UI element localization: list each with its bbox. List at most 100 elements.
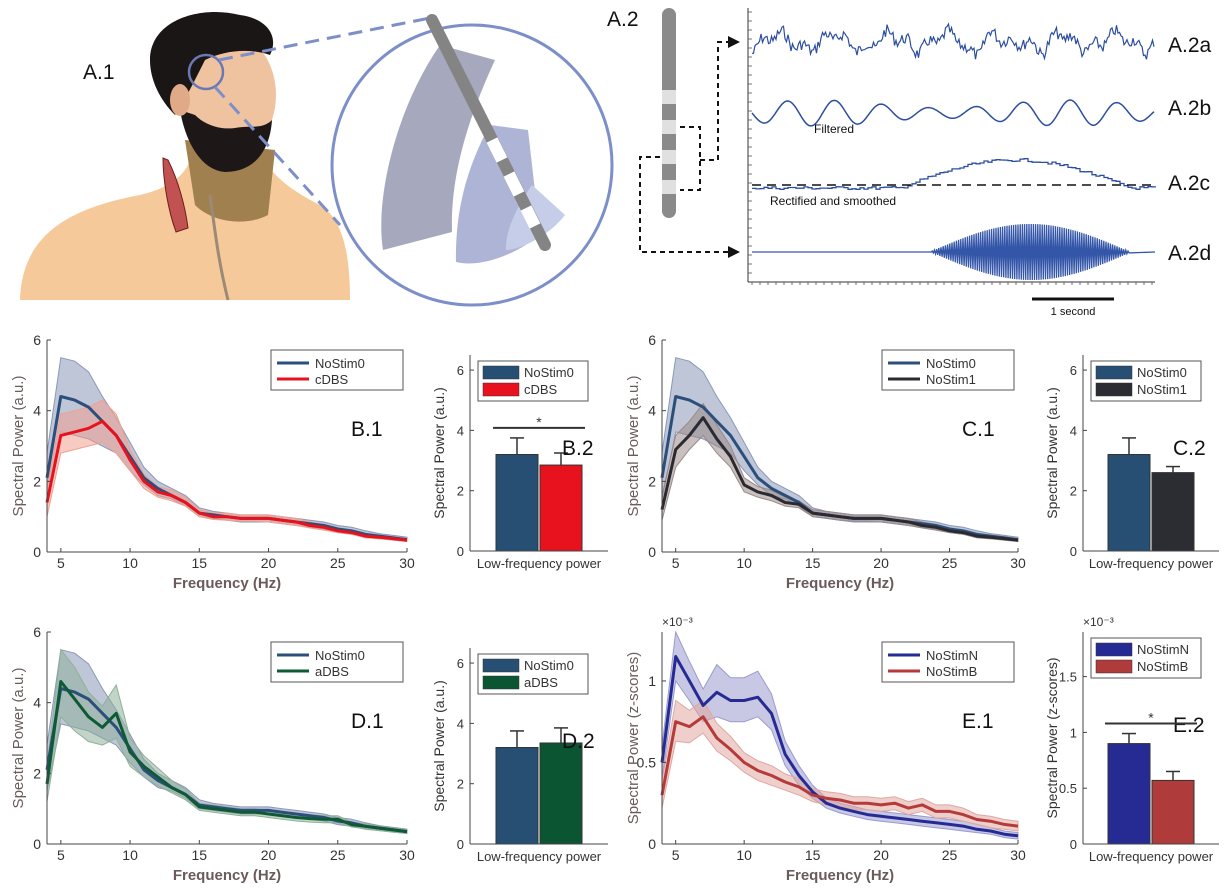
legend-box (270, 641, 404, 683)
x-tick-label: 10 (122, 847, 138, 863)
chart-b2-bars: 0 2 4 6 Low-frequency power Spectral Power (a… (431, 355, 608, 571)
beard-illustration (180, 110, 272, 172)
stim-arrowhead (728, 246, 740, 258)
illustration-a2: A.2 A.2a A.2b A.2c A.2d Filtered Rectifi… (607, 8, 1212, 318)
legend-label: cDBS (315, 372, 349, 387)
significance-marker: * (536, 414, 542, 430)
y-tick-label: 2 (648, 473, 656, 489)
implant-site-marker (187, 53, 225, 91)
chart-d1-spectrum: 5 10 15 20 25 30 0 2 4 6 Frequency (Hz) Spectral Po… (10, 624, 415, 884)
bar-nostim1 (1151, 472, 1195, 552)
confidence-band-adbs (46, 648, 408, 834)
legend-label: NoStim0 (926, 356, 976, 371)
chart-c2-bars: 0 2 4 6 Low-frequency power Spectral Power (a… (1044, 355, 1219, 571)
x-tick-label: 15 (805, 847, 821, 863)
x-axis-label: Low-frequency power (477, 556, 602, 571)
x-tick-label: 5 (57, 555, 65, 571)
x-tick-label: 15 (192, 847, 208, 863)
legend-label: aDBS (315, 664, 349, 679)
confidence-band-cdbs (46, 399, 408, 542)
legend-swatch (1095, 365, 1133, 380)
y-tick-label: 4 (648, 403, 656, 419)
panel-label: E.2 (1173, 714, 1205, 737)
zoom-line-upper (218, 16, 431, 62)
y-tick-label: 6 (457, 363, 464, 378)
trace-stimulation (752, 223, 1156, 281)
y-tick-label: 0 (33, 836, 41, 852)
chart-b1-spectrum: 5 10 15 20 25 30 0 2 4 6 Frequency (Hz) Spectral Po… (10, 332, 415, 592)
legend-label: NoStimN (1137, 642, 1189, 657)
panel-label: C.1 (962, 418, 995, 441)
trace-rectified (752, 158, 1156, 191)
x-axis-label: Frequency (Hz) (173, 867, 281, 884)
legend-label: NoStim0 (524, 658, 574, 673)
x-tick-label: 30 (1010, 847, 1026, 863)
recording-arrowhead (728, 36, 740, 48)
bar-cdbs (539, 464, 583, 552)
torso-illustration (20, 160, 350, 300)
y-tick-label: 1 (1070, 725, 1077, 740)
y-tick-label: 4 (33, 695, 41, 711)
stim-bracket (639, 156, 730, 253)
y-tick-label: 0 (33, 544, 41, 560)
panel-label-a2: A.2 (607, 8, 639, 31)
panel-label: B.1 (351, 418, 383, 441)
implant-cable (208, 194, 230, 301)
lead-body (662, 8, 676, 218)
scale-bar-label: 1 second (1051, 306, 1096, 318)
legend-box (881, 349, 1015, 391)
x-axis-label: Low-frequency power (1089, 556, 1214, 571)
y-axis-label: Spectral Power (a.u.) (625, 376, 642, 517)
trace-label-a2d: A.2d (1168, 242, 1211, 265)
y-axis-label: Spectral Power (a.u.) (10, 376, 27, 517)
ear-illustration (170, 84, 190, 116)
trace-raw (751, 22, 1155, 61)
legend-label: NoStim0 (315, 648, 365, 663)
chart-c1-spectrum: 5 10 15 20 25 30 0 2 4 6 Frequency (Hz) Spectral Po… (625, 332, 1026, 592)
y-axis-label: Spectral Power (z-scores) (625, 652, 642, 825)
x-tick-label: 25 (330, 847, 346, 863)
series-line-adbs (45, 680, 408, 834)
x-axis-label: Low-frequency power (477, 849, 602, 864)
x-tick-label: 15 (192, 555, 208, 571)
y-tick-label: 1.5 (1059, 670, 1077, 685)
x-tick-label: 10 (736, 555, 752, 571)
y-tick-label: 6 (1070, 363, 1077, 378)
trace-label-a2b: A.2b (1168, 97, 1211, 120)
y-tick-label: 2 (33, 765, 41, 781)
legend-swatch (482, 382, 520, 397)
x-axis-label: Low-frequency power (1089, 849, 1214, 864)
legend-swatch (482, 675, 520, 690)
panel-label: E.1 (962, 710, 994, 733)
y-tick-label: 0.5 (1059, 781, 1077, 796)
significance-marker: * (1148, 710, 1154, 726)
chart-e2-bars: 0 0.5 1 1.5 Low-frequency power Spectral Powe… (1044, 615, 1219, 864)
y-tick-label: 4 (33, 403, 41, 419)
x-tick-label: 10 (736, 847, 752, 863)
legend-label: NoStimN (926, 648, 978, 663)
legend-swatch (1095, 659, 1133, 674)
panel-label: D.1 (351, 710, 384, 733)
confidence-band-nostimn (661, 630, 1019, 840)
legend-label: NoStim0 (524, 365, 574, 380)
bar-nostim0 (495, 747, 539, 845)
x-axis-label: Frequency (Hz) (786, 867, 894, 884)
y-axis-label: Spectral Power (a.u.) (10, 668, 27, 809)
y-tick-label: 4 (1070, 423, 1077, 438)
x-tick-label: 25 (330, 555, 346, 571)
legend-label: NoStimB (926, 664, 977, 679)
panel-label: C.2 (1173, 437, 1206, 460)
axis-scale-label: ×10⁻³ (1083, 615, 1114, 629)
x-tick-label: 30 (399, 847, 415, 863)
bar-adbs (539, 742, 583, 845)
y-axis-label: Spectral Power (a.u.) (431, 680, 447, 812)
legend-label: NoStim0 (315, 356, 365, 371)
lead-contact-1 (662, 90, 676, 104)
y-tick-label: 4 (457, 716, 464, 731)
rectified-label: Rectified and smoothed (770, 194, 896, 208)
x-tick-label: 15 (805, 555, 821, 571)
illustration-a1: A.1 (20, 12, 614, 307)
series-line-nostimn (660, 655, 1019, 838)
x-tick-label: 25 (942, 847, 958, 863)
